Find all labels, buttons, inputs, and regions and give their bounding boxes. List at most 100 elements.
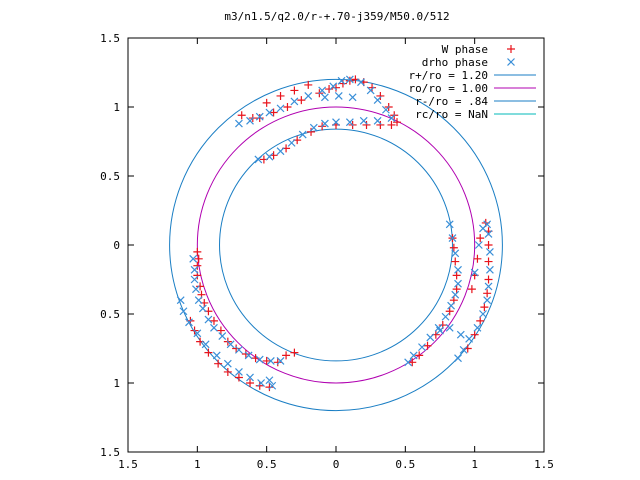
w-phase-point bbox=[304, 80, 313, 89]
drho-phase-point bbox=[193, 329, 202, 338]
w-phase-point bbox=[209, 316, 218, 325]
drho-phase-point bbox=[290, 97, 299, 106]
w-phase-point bbox=[273, 358, 282, 367]
w-phase-point bbox=[325, 85, 334, 94]
w-phase-point bbox=[196, 282, 205, 291]
w-phase-point bbox=[376, 120, 385, 129]
w-phase-point bbox=[241, 350, 250, 359]
drho-phase-point bbox=[345, 75, 354, 84]
drho-phase-point bbox=[257, 379, 266, 387]
drho-phase-point bbox=[451, 249, 460, 258]
w-phase-point bbox=[345, 76, 354, 85]
w-phase-point bbox=[269, 108, 278, 117]
drho-phase-point bbox=[485, 265, 494, 274]
drho-phase-point bbox=[348, 93, 357, 102]
w-phase-point bbox=[283, 103, 292, 111]
drho-phase-point bbox=[276, 356, 285, 365]
drho-phase-point bbox=[265, 108, 274, 117]
w-phase-point bbox=[338, 79, 347, 88]
w-phase-point bbox=[214, 359, 223, 368]
drho-phase-point bbox=[276, 147, 285, 156]
w-phase-point bbox=[393, 118, 402, 127]
x-tick-label: 0.5 bbox=[395, 458, 415, 471]
w-phase-point bbox=[255, 114, 264, 123]
drho-phase-point bbox=[441, 312, 450, 321]
w-phase-point bbox=[297, 96, 306, 105]
drho-phase-point bbox=[436, 326, 444, 335]
drho-phase-point bbox=[190, 275, 199, 284]
y-tick-label: 1.5 bbox=[100, 32, 120, 45]
w-phase-point bbox=[237, 111, 246, 120]
legend-swatch bbox=[507, 58, 515, 66]
drho-phase-point bbox=[418, 343, 426, 352]
w-phase-point bbox=[332, 83, 340, 92]
w-phase-point bbox=[484, 241, 493, 249]
drho-phase-point bbox=[218, 332, 227, 341]
drho-phase-point bbox=[465, 334, 474, 343]
w-phase-point bbox=[476, 316, 485, 325]
w-phase-point bbox=[290, 86, 299, 95]
drho-phase-point bbox=[345, 118, 354, 127]
drho-phase-point bbox=[212, 351, 221, 360]
drho-phase-point bbox=[320, 93, 329, 102]
y-tick-label: 0.5 bbox=[100, 170, 120, 183]
x-tick-label: 1.5 bbox=[118, 458, 138, 471]
drho-phase-point bbox=[235, 368, 243, 376]
drho-phase-point bbox=[204, 315, 213, 324]
legend-label: rc/ro = NaN bbox=[415, 108, 488, 121]
drho-phase-point bbox=[483, 296, 492, 305]
y-tick-label: 1 bbox=[113, 377, 120, 390]
legend-label: r-/ro = .84 bbox=[415, 95, 488, 108]
drho-phase-point bbox=[445, 323, 454, 332]
w-phase-point bbox=[193, 247, 202, 256]
w-phase-point bbox=[255, 381, 264, 390]
reference-circle bbox=[219, 128, 453, 362]
w-phase-point bbox=[451, 257, 460, 266]
y-tick-label: 0 bbox=[113, 239, 120, 252]
w-phase-point bbox=[276, 91, 285, 100]
drho-phase-point bbox=[454, 265, 462, 274]
drho-phase-point bbox=[246, 116, 254, 125]
x-tick-label: 1 bbox=[471, 458, 478, 471]
reference-circle bbox=[169, 78, 503, 412]
w-phase-point bbox=[452, 271, 461, 280]
w-phase-point bbox=[445, 307, 454, 316]
drho-phase-point bbox=[304, 92, 313, 100]
w-phase-point bbox=[262, 356, 271, 365]
drho-phase-point bbox=[454, 354, 462, 363]
legend-label: W phase bbox=[442, 43, 488, 56]
x-tick-label: 1 bbox=[194, 458, 201, 471]
x-tick-label: 0.5 bbox=[257, 458, 277, 471]
x-tick-label: 1.5 bbox=[534, 458, 554, 471]
drho-phase-point bbox=[268, 381, 277, 390]
drho-phase-point bbox=[470, 268, 479, 277]
chart-title: m3/n1.5/q2.0/r-+.70-j359/M50.0/512 bbox=[224, 10, 449, 23]
drho-phase-point bbox=[448, 234, 457, 243]
drho-phase-point bbox=[266, 356, 275, 365]
drho-phase-point bbox=[447, 301, 456, 310]
drho-phase-point bbox=[387, 114, 396, 122]
legend-swatch bbox=[507, 45, 515, 53]
drho-phase-point bbox=[254, 155, 263, 164]
drho-phase-point bbox=[255, 355, 264, 364]
drho-phase-point bbox=[426, 333, 435, 342]
drho-phase-point bbox=[334, 92, 343, 100]
reference-circles bbox=[169, 78, 503, 412]
drho-phase-point bbox=[265, 152, 274, 161]
legend-label: drho phase bbox=[422, 56, 488, 69]
w-phase-point bbox=[470, 330, 479, 339]
w-phase-point bbox=[307, 127, 316, 136]
drho-phase-point bbox=[329, 82, 338, 91]
drho-phase-point bbox=[337, 76, 346, 85]
drho-phase-point bbox=[176, 296, 185, 305]
w-phase-point bbox=[265, 383, 274, 392]
w-phase-point bbox=[467, 285, 476, 294]
drho-phase-point bbox=[357, 78, 365, 87]
drho-phase-point bbox=[189, 254, 198, 263]
drho-phase-point bbox=[194, 296, 203, 305]
legend-label: r+/ro = 1.20 bbox=[409, 69, 488, 82]
drho-phase-point bbox=[404, 358, 413, 367]
drho-phase-point bbox=[190, 265, 199, 274]
drho-phase-point bbox=[459, 345, 468, 354]
drho-phase-point bbox=[276, 104, 285, 113]
